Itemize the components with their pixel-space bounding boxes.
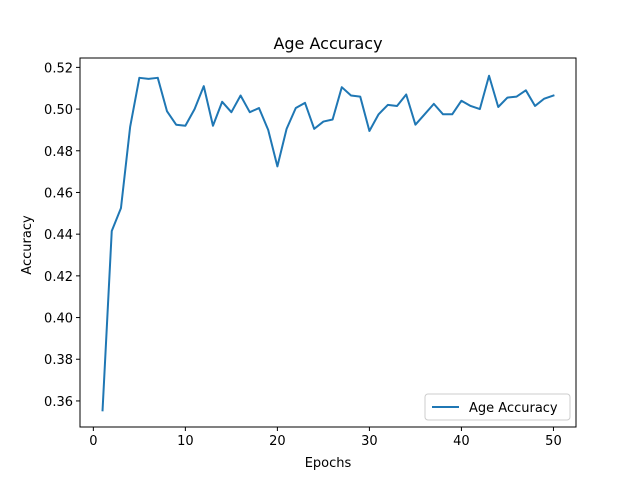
y-tick-label: 0.42	[44, 270, 73, 285]
y-tick-label: 0.36	[44, 395, 73, 410]
y-tick-label: 0.38	[44, 353, 73, 368]
y-tick-label: 0.40	[44, 312, 73, 327]
x-axis-ticks: 0 10 20 30 40 50	[89, 427, 562, 449]
y-tick-label: 0.44	[44, 228, 73, 243]
x-tick-label: 50	[545, 434, 562, 449]
y-axis-label: Accuracy	[20, 215, 35, 275]
series-layer	[101, 74, 555, 412]
legend-box	[424, 393, 571, 421]
x-axis-label: Epochs	[305, 456, 352, 471]
y-axis-ticks: 0.36 0.38 0.40 0.42 0.44 0.46 0.48 0.50 0.52	[44, 61, 80, 410]
plot-area-frame	[79, 57, 577, 428]
chart-title: Age Accuracy	[273, 34, 382, 53]
series-line-age-accuracy	[101, 74, 555, 412]
y-tick-label: 0.50	[44, 103, 73, 118]
legend: Age Accuracy	[424, 393, 571, 421]
x-tick-label: 30	[361, 434, 378, 449]
legend-label-age-accuracy: Age Accuracy	[469, 401, 558, 416]
y-tick-label: 0.52	[44, 61, 73, 76]
x-tick-label: 20	[269, 434, 286, 449]
x-tick-label: 40	[453, 434, 470, 449]
x-tick-label: 0	[89, 434, 97, 449]
y-tick-label: 0.46	[44, 186, 73, 201]
y-tick-label: 0.48	[44, 145, 73, 160]
x-tick-label: 10	[177, 434, 194, 449]
